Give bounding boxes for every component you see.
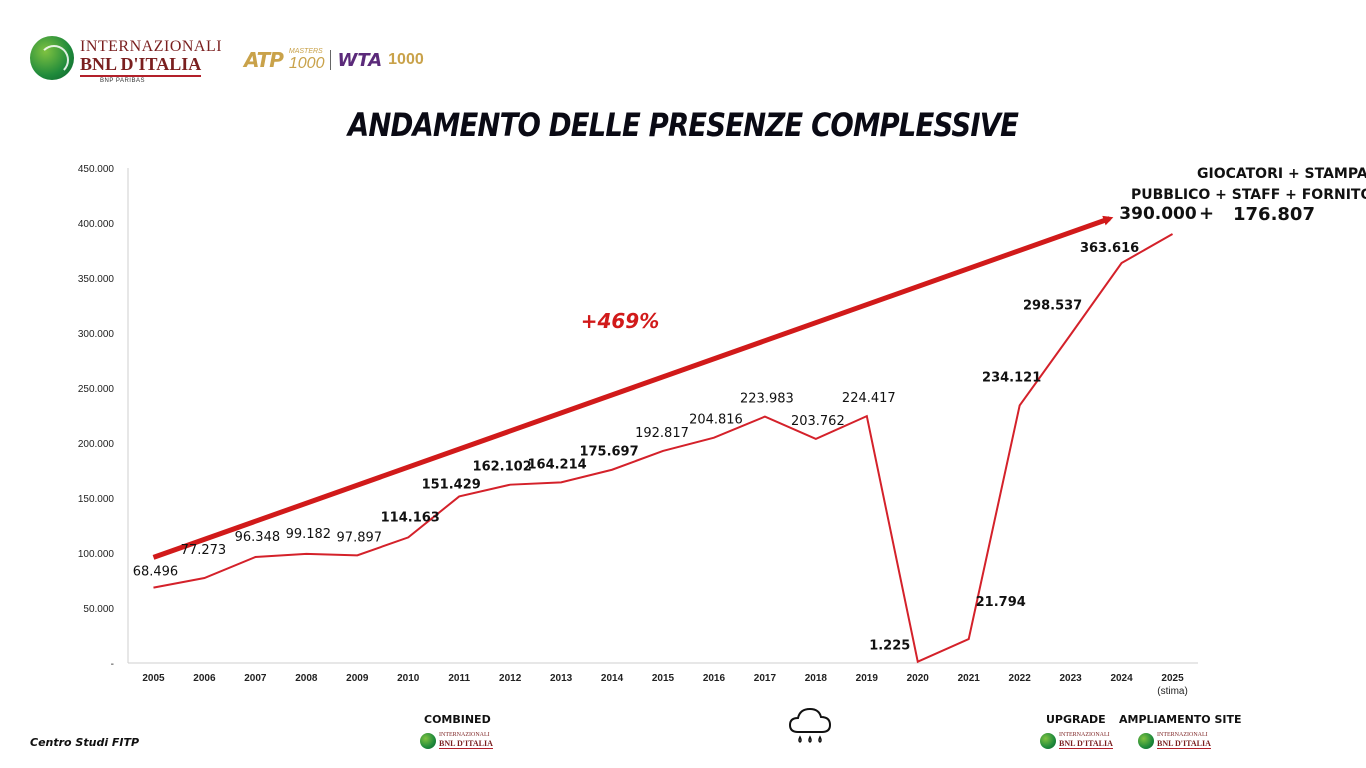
data-label: 224.417 bbox=[842, 391, 896, 406]
x-tick-label: 2009 bbox=[346, 673, 369, 684]
footer-source: Centro Studi FITP bbox=[30, 736, 140, 749]
annotation-value: 176.807 bbox=[1233, 204, 1315, 225]
logo-line2: BNL D'ITALIA bbox=[80, 54, 202, 77]
data-label: 162.102 bbox=[473, 460, 532, 475]
tennis-ball-icon bbox=[1138, 733, 1154, 749]
mini-logo-line2: BNL D'ITALIA bbox=[439, 739, 493, 749]
data-label: 363.616 bbox=[1080, 241, 1139, 256]
trend-arrow bbox=[152, 215, 1114, 560]
x-tick-label: 2007 bbox=[244, 673, 267, 684]
data-label: 96.348 bbox=[235, 530, 281, 545]
y-tick-label: 250.000 bbox=[78, 384, 115, 395]
tennis-ball-icon bbox=[30, 36, 74, 80]
x-tick-label: 2013 bbox=[550, 673, 573, 684]
mini-logo-ampliamento: INTERNAZIONALI BNL D'ITALIA bbox=[1138, 731, 1211, 751]
masters-1000: 1000 bbox=[288, 54, 325, 72]
x-tick-label: 2006 bbox=[193, 673, 216, 684]
mini-logo-line1: INTERNAZIONALI bbox=[1059, 732, 1110, 738]
y-tick-label: 400.000 bbox=[78, 219, 115, 230]
data-label: 68.496 bbox=[133, 565, 179, 580]
tennis-ball-icon bbox=[1040, 733, 1056, 749]
mini-logo-line2: BNL D'ITALIA bbox=[1059, 739, 1113, 749]
mini-logo-upgrade: INTERNAZIONALI BNL D'ITALIA bbox=[1040, 731, 1113, 751]
tennis-ball-icon bbox=[420, 733, 436, 749]
x-tick-label: 2010 bbox=[397, 673, 420, 684]
logo-divider bbox=[330, 50, 332, 70]
data-label: 298.537 bbox=[1023, 299, 1082, 314]
data-label: 192.817 bbox=[635, 426, 689, 441]
annotation-plus: + bbox=[1199, 203, 1215, 224]
x-tick-label: 2021 bbox=[958, 673, 981, 684]
x-tick-label: 2022 bbox=[1009, 673, 1032, 684]
data-label: 164.214 bbox=[527, 457, 586, 472]
attendance-series-line bbox=[153, 233, 1174, 664]
x-tick-label: 2016 bbox=[703, 673, 726, 684]
masters-text: MASTERS bbox=[288, 47, 323, 55]
atp-wta-logos: ATP MASTERS 1000 WTA 1000 bbox=[244, 48, 424, 73]
growth-percentage-label: +469% bbox=[581, 309, 660, 333]
y-tick-label: 300.000 bbox=[78, 329, 115, 340]
x-tick-label: 2018 bbox=[805, 673, 828, 684]
logo-line3: BNP PARIBAS bbox=[100, 78, 145, 84]
data-label: 21.794 bbox=[976, 595, 1026, 610]
x-tick-label: 2015 bbox=[652, 673, 675, 684]
x-tick-label: 2008 bbox=[295, 673, 318, 684]
data-label: 203.762 bbox=[791, 414, 845, 429]
tournament-logo: INTERNAZIONALI BNL D'ITALIA BNP PARIBAS bbox=[30, 34, 222, 86]
rain-cloud-icon bbox=[786, 704, 834, 753]
y-tick-label: 200.000 bbox=[78, 439, 115, 450]
upgrade-label: UPGRADE bbox=[1046, 713, 1106, 726]
series-group bbox=[153, 233, 1174, 664]
x-tick-label: 2011 bbox=[448, 673, 470, 684]
data-label-estimate: 390.000 bbox=[1119, 204, 1197, 224]
x-tick-label: 2020 bbox=[907, 673, 930, 684]
data-label: 114.163 bbox=[381, 510, 440, 525]
data-label: 151.429 bbox=[422, 477, 481, 492]
chart-axes: - 50.000 100.000 150.000 200.000 250.000 300.0… bbox=[78, 164, 1198, 697]
y-tick-label: 350.000 bbox=[78, 274, 115, 285]
x-tick-label: 2023 bbox=[1059, 673, 1082, 684]
data-label: 223.983 bbox=[740, 392, 794, 407]
x-tick-sublabel: (stima) bbox=[1157, 686, 1188, 697]
y-tick-label: - bbox=[111, 659, 114, 670]
data-label: 97.897 bbox=[337, 530, 383, 545]
data-label: 1.225 bbox=[869, 639, 910, 654]
ampliamento-label: AMPLIAMENTO SITE bbox=[1119, 713, 1242, 726]
x-tick-label: 2025 bbox=[1161, 673, 1184, 684]
y-tick-label: 450.000 bbox=[78, 164, 115, 175]
data-label: 99.182 bbox=[286, 527, 332, 542]
atp-logo: ATP bbox=[244, 48, 284, 72]
mini-logo-combined: INTERNAZIONALI BNL D'ITALIA bbox=[420, 731, 493, 751]
y-tick-label: 150.000 bbox=[78, 494, 115, 505]
annotation-line2: PUBBLICO + STAFF + FORNITORI bbox=[1131, 187, 1366, 203]
y-tick-label: 100.000 bbox=[78, 549, 115, 560]
wta-logo: WTA bbox=[337, 49, 383, 71]
wta-1000: 1000 bbox=[388, 51, 424, 68]
data-label: 204.816 bbox=[689, 413, 743, 428]
x-tick-label: 2017 bbox=[754, 673, 777, 684]
data-label: 77.273 bbox=[181, 543, 227, 558]
trend-arrow-group: +469% bbox=[152, 215, 1114, 560]
data-label: 234.121 bbox=[982, 370, 1041, 385]
x-tick-label: 2012 bbox=[499, 673, 522, 684]
x-tick-label: 2019 bbox=[856, 673, 879, 684]
y-tick-label: 50.000 bbox=[83, 604, 114, 615]
logo-line1: INTERNAZIONALI bbox=[80, 38, 223, 55]
x-tick-label: 2005 bbox=[142, 673, 165, 684]
annotation-line1: GIOCATORI + STAMPA bbox=[1197, 166, 1366, 182]
mini-logo-line1: INTERNAZIONALI bbox=[439, 732, 490, 738]
x-tick-label: 2014 bbox=[601, 673, 624, 684]
combined-label: COMBINED bbox=[424, 713, 491, 726]
data-label: 175.697 bbox=[579, 445, 638, 460]
masters-mark: MASTERS 1000 bbox=[289, 48, 325, 73]
page-title: ANDAMENTO DELLE PRESENZE COMPLESSIVE bbox=[347, 106, 1019, 144]
x-tick-label: 2024 bbox=[1110, 673, 1133, 684]
mini-logo-line1: INTERNAZIONALI bbox=[1157, 732, 1208, 738]
mini-logo-line2: BNL D'ITALIA bbox=[1157, 739, 1211, 749]
